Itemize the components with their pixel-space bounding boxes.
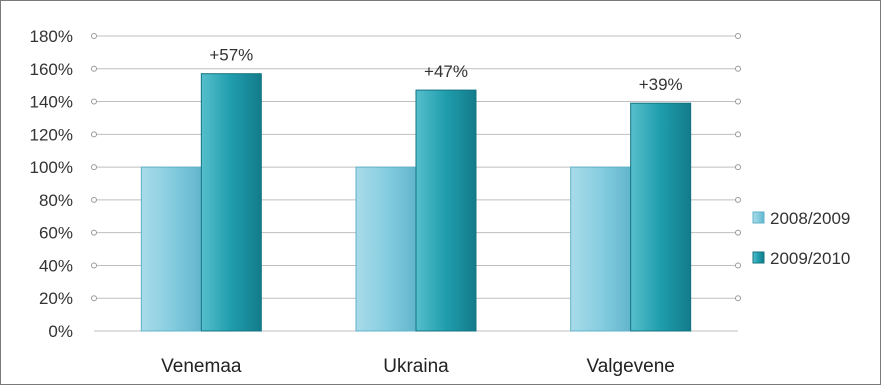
y-tick-label: 120% [30,125,73,144]
y-tick-label: 60% [39,224,73,243]
grid-tick-marker [91,229,97,236]
legend-label: 2008/2009 [770,209,850,228]
grid-tick-marker [91,196,97,203]
grid-tick-marker [735,164,741,171]
legend-swatch [752,251,765,264]
y-tick-label: 0% [48,322,73,341]
grid-tick-marker [735,33,741,39]
y-tick-label: 180% [30,27,73,46]
grid-tick-marker [735,295,741,302]
grid-tick-marker [91,65,97,72]
bar-series-1 [140,166,202,332]
grid-tick-marker [91,98,97,105]
bar-series-2 [200,73,262,332]
legend-label: 2009/2010 [770,249,850,268]
grid-tick-marker [735,65,741,72]
grid-tick-marker [735,131,741,138]
y-tick-label: 40% [39,256,73,275]
data-label: +39% [639,75,683,94]
grid-tick-marker [735,196,741,203]
legend-swatch [752,211,765,224]
data-label: +47% [424,62,468,81]
bar-series-2 [415,89,477,332]
y-tick-label: 20% [39,289,73,308]
x-category-label: Valgevene [586,356,674,377]
x-category-label: Venemaa [161,356,242,377]
bar-series-1 [355,166,417,332]
grid-tick-marker [735,262,741,269]
grid-tick-marker [91,164,97,171]
data-label: +57% [209,46,253,65]
y-tick-label: 100% [30,158,73,177]
grid-tick-marker [91,33,97,39]
bar-series-2 [630,102,692,332]
grid-tick-marker [91,262,97,269]
y-tick-label: 80% [39,191,73,210]
grid-tick-marker [735,98,741,105]
y-tick-label: 140% [30,93,73,112]
y-tick-label: 160% [30,60,73,79]
bar-series-1 [570,166,632,332]
grid-tick-marker [91,295,97,302]
grid-tick-marker [735,229,741,236]
grid-tick-marker [91,131,97,138]
x-category-label: Ukraina [383,356,449,377]
